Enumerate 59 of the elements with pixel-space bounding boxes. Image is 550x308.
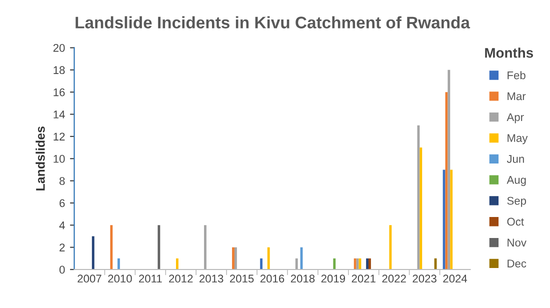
x-tick-label: 2019	[321, 274, 346, 283]
y-axis-title: Landslides	[36, 126, 45, 190]
bar	[92, 236, 94, 270]
bar	[234, 247, 237, 270]
bar	[118, 258, 120, 270]
y-tick-label: 10	[54, 154, 65, 163]
y-tick-label: 6	[60, 199, 65, 208]
x-tick-label: 2010	[108, 274, 132, 283]
bar	[417, 125, 420, 270]
x-tick-label: 2018	[290, 274, 315, 283]
x-tick-label: 2016	[260, 274, 284, 283]
bar	[176, 258, 178, 270]
legend-title: Months	[485, 48, 534, 58]
y-tick-label: 20	[53, 44, 65, 52]
bar	[354, 258, 356, 270]
bar	[448, 70, 450, 270]
x-tick-label: 2007	[78, 274, 102, 283]
bar	[420, 148, 422, 270]
x-tick-label: 2021	[352, 274, 376, 283]
x-tick-label: 2015	[230, 274, 254, 283]
x-tick-label: 2024	[443, 274, 468, 283]
legend-label: Aug	[506, 176, 526, 186]
bar	[356, 258, 359, 270]
y-tick-label: 14	[54, 110, 65, 118]
y-tick-label: 8	[60, 177, 65, 185]
legend-label: Mar	[508, 92, 526, 100]
bar	[267, 247, 270, 270]
x-tick-label: 2011	[139, 274, 162, 283]
legend-label: Jun	[506, 155, 524, 163]
legend-label: Oct	[507, 218, 524, 226]
legend-label: Feb	[508, 71, 526, 80]
bar	[295, 258, 298, 270]
bar	[158, 225, 160, 270]
legend-label: Nov	[508, 238, 526, 247]
legend-label: May	[508, 134, 528, 144]
legend-label: Dec	[508, 260, 526, 268]
y-tick-label: 4	[59, 222, 65, 230]
y-tick-label: 0	[59, 266, 65, 274]
bar	[450, 170, 453, 270]
bar	[110, 225, 113, 270]
bar	[389, 225, 392, 270]
x-tick-label: 2022	[382, 274, 406, 283]
bar	[442, 170, 446, 270]
bar	[260, 258, 262, 270]
bar	[232, 247, 234, 270]
bar	[204, 225, 206, 270]
x-tick-label: 2012	[169, 274, 193, 283]
x-tick-label: 2013	[200, 274, 224, 283]
y-tick-label: 2	[60, 244, 65, 252]
y-tick-label: 12	[54, 132, 65, 140]
x-tick-label: 2023	[412, 274, 436, 283]
bar	[366, 258, 369, 270]
bar	[368, 258, 371, 270]
legend-label: Sep	[507, 196, 526, 207]
y-tick-label: 16	[54, 88, 65, 96]
bar	[333, 258, 336, 270]
y-tick-label: 18	[54, 66, 65, 74]
legend-label: Apr	[506, 113, 524, 124]
chart-title: Landslide Incidents in Kivu Catchment of Rwanda	[76, 16, 470, 28]
